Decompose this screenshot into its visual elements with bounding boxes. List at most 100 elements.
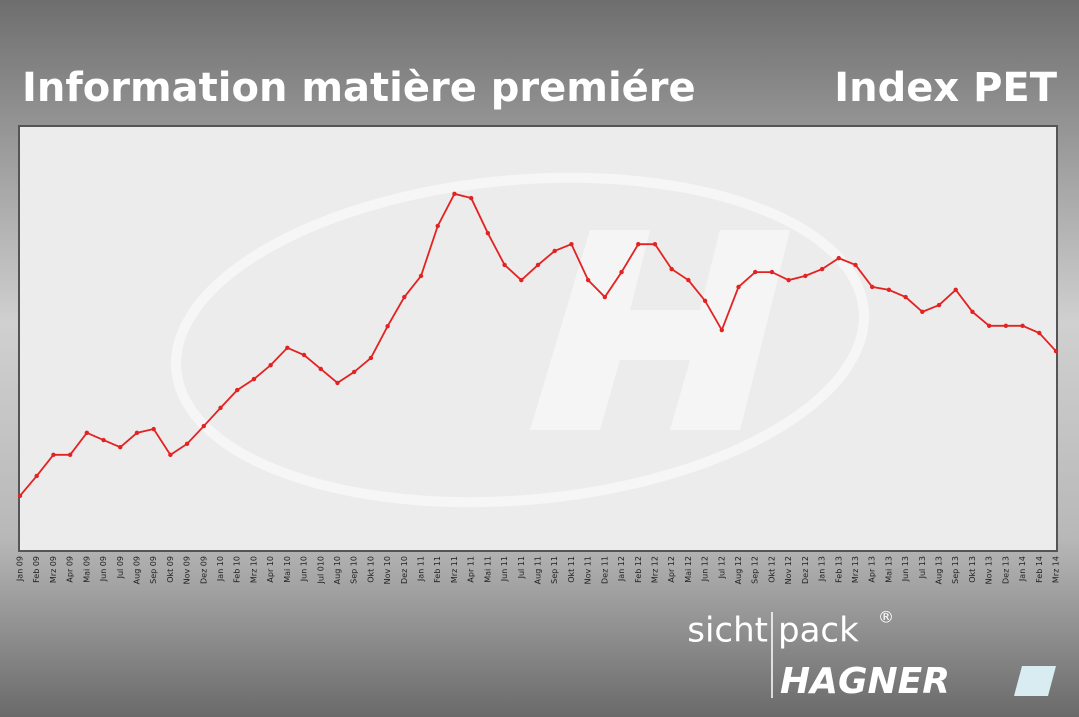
logo-brand: HAGNER: [780, 661, 950, 702]
point: [736, 284, 741, 290]
point: [101, 437, 106, 443]
point: [268, 362, 273, 368]
x-tick-label: Sep 12: [751, 556, 760, 584]
x-tick-label: Mai 13: [884, 556, 893, 583]
x-tick-label: Dez 09: [199, 556, 208, 584]
point: [970, 309, 975, 315]
x-tick-label: Apr 11: [467, 556, 476, 583]
x-tick-label: Apr 10: [266, 556, 275, 583]
point: [468, 195, 474, 201]
x-tick-label: Feb 09: [32, 556, 41, 583]
point: [418, 273, 424, 279]
logo-icon: [1014, 666, 1056, 696]
x-tick-label: Apr 12: [667, 556, 676, 583]
point: [886, 287, 892, 293]
point: [602, 294, 608, 300]
x-tick-label: Mai 12: [684, 556, 693, 583]
x-tick-label: Nov 12: [784, 556, 793, 584]
x-tick-label: Aug 10: [333, 556, 342, 584]
point: [1037, 330, 1042, 336]
x-tick-label: Jun 13: [901, 556, 910, 582]
x-tick-label: Aug 11: [534, 556, 543, 584]
point: [585, 277, 591, 283]
x-tick-label: Jun 12: [701, 556, 710, 582]
x-tick-label: Dez 11: [600, 556, 609, 584]
x-tick-label: Jul 11: [517, 556, 526, 579]
point: [903, 294, 908, 300]
logo: sicht pack ® HAGNER: [687, 608, 1056, 702]
point: [519, 277, 524, 283]
point: [134, 430, 140, 436]
x-tick-label: Jan 14: [1018, 556, 1027, 582]
x-tick-label: Jan 10: [216, 556, 225, 582]
x-tick-label: Mrz 11: [450, 556, 459, 583]
point: [769, 269, 775, 275]
x-tick-label: Apr 09: [66, 556, 75, 583]
point: [619, 269, 624, 275]
point: [402, 294, 407, 300]
point: [819, 266, 825, 272]
x-tick-label: Okt 13: [968, 556, 977, 583]
x-tick-label: Okt 12: [767, 556, 776, 583]
x-tick-label: Mrz 12: [650, 556, 659, 583]
x-tick-label: Aug 09: [132, 556, 141, 584]
point: [786, 277, 791, 283]
point: [84, 430, 90, 436]
x-tick-label: Aug 13: [935, 556, 944, 584]
x-tick-label: Jun 10: [300, 556, 309, 582]
x-tick-label: Mrz 14: [1052, 556, 1061, 583]
point: [285, 345, 290, 351]
point: [686, 277, 691, 283]
point: [1020, 323, 1025, 329]
point: [986, 323, 992, 329]
x-tick-label: Nov 10: [383, 556, 392, 584]
point: [34, 473, 39, 479]
point: [836, 255, 841, 261]
x-tick-label: Dez 12: [801, 556, 810, 584]
x-tick-label: Mai 09: [82, 556, 91, 583]
point: [218, 405, 223, 411]
point: [201, 423, 207, 429]
x-tick-label: Feb 12: [634, 556, 643, 583]
x-tick-label: Jun 11: [500, 556, 509, 582]
point: [351, 369, 357, 375]
logo-word: pack: [778, 611, 859, 651]
subtitle: Index PET: [834, 65, 1057, 111]
point: [669, 266, 674, 272]
x-tick-label: Jan 11: [417, 556, 426, 582]
point: [936, 302, 942, 308]
point: [803, 273, 808, 279]
plot-area: [18, 125, 1058, 552]
x-tick-label: Mrz 13: [851, 556, 860, 583]
x-tick-label: Mai 11: [483, 556, 492, 583]
point: [569, 241, 574, 247]
point: [368, 355, 374, 361]
x-tick-label: Mrz 09: [49, 556, 58, 583]
x-tick-label: Sep 09: [149, 556, 158, 584]
point: [385, 324, 390, 329]
point: [953, 287, 958, 293]
point: [452, 191, 457, 197]
point: [184, 441, 190, 447]
point: [1003, 323, 1009, 329]
logo-mark: ®: [878, 608, 894, 627]
point: [1053, 348, 1059, 354]
logo-word: sicht: [687, 611, 768, 651]
point: [920, 309, 925, 315]
x-tick-label: Dez 13: [1001, 556, 1010, 584]
x-tick-label: Okt 09: [166, 556, 175, 583]
x-tick-label: Jul 12: [717, 556, 726, 579]
point: [753, 269, 758, 275]
x-tick-label: Sep 13: [951, 556, 960, 584]
x-tick-label: Aug 12: [734, 556, 743, 584]
point: [335, 380, 340, 386]
x-tick-label: Jul 010: [316, 556, 325, 584]
x-tick-label: Okt 11: [567, 556, 576, 583]
point: [435, 223, 440, 229]
point: [235, 387, 240, 393]
point: [118, 445, 123, 450]
title: Information matière premiére: [22, 65, 696, 111]
x-tick-label: Nov 13: [985, 556, 994, 584]
x-tick-label: Feb 13: [834, 556, 843, 583]
point: [67, 452, 73, 458]
